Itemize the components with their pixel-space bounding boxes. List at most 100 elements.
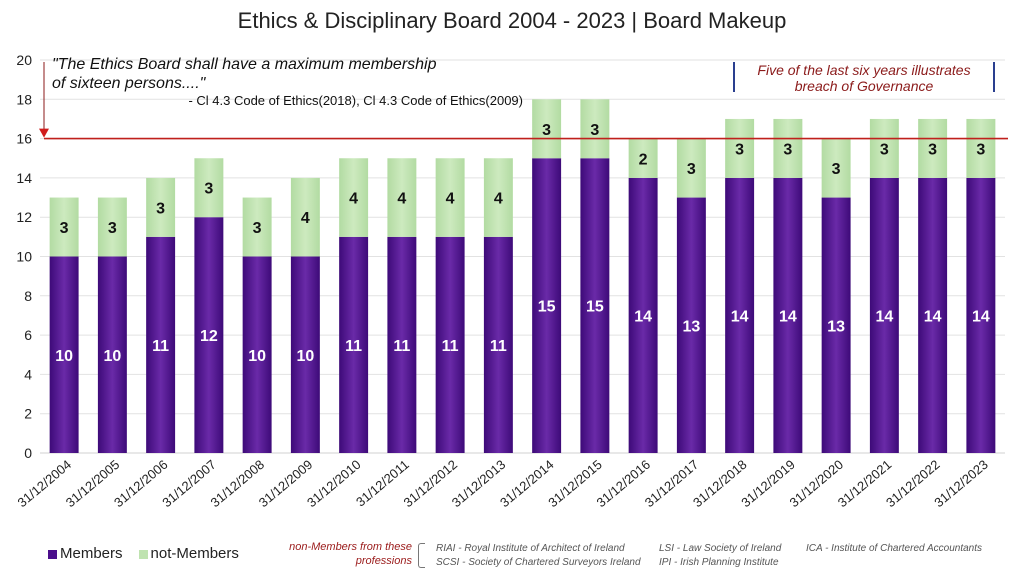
y-tick-label: 12 <box>16 209 32 225</box>
x-tick-label: 31/12/2010 <box>304 457 363 510</box>
bar-not-members <box>966 118 996 178</box>
data-label-not-members: 3 <box>590 122 599 139</box>
data-label-not-members: 3 <box>928 141 937 158</box>
bar-not-members <box>194 158 224 218</box>
bar-members <box>242 256 272 453</box>
bar-members <box>483 236 513 453</box>
data-label-not-members: 3 <box>204 181 213 198</box>
professions-heading-line-1: non-Members from these <box>289 541 412 553</box>
arrow-down-icon <box>39 128 49 138</box>
data-label-members: 14 <box>924 308 942 325</box>
data-label-members: 14 <box>875 308 893 325</box>
bar-not-members <box>435 158 465 237</box>
data-label-members: 11 <box>490 338 507 355</box>
bar-not-members <box>49 197 79 257</box>
y-tick-label: 2 <box>24 406 32 422</box>
bar-not-members <box>146 177 176 237</box>
profession-ica: ICA - Institute of Chartered Accountants <box>806 543 983 554</box>
x-tick-label: 31/12/2023 <box>931 457 990 510</box>
y-tick-label: 6 <box>24 327 32 343</box>
y-tick-label: 16 <box>16 131 32 147</box>
y-tick-label: 14 <box>16 170 32 186</box>
data-label-members: 13 <box>827 318 845 335</box>
bar-members <box>49 256 79 453</box>
data-label-not-members: 3 <box>687 161 696 178</box>
bar-not-members <box>918 118 948 178</box>
bar-members <box>532 158 562 453</box>
profession-ipi: IPI - Irish Planning Institute <box>659 557 779 568</box>
bar-members <box>194 217 224 453</box>
profession-scsi: SCSI - Society of Chartered Surveyors Ir… <box>436 557 641 568</box>
data-label-members: 15 <box>586 299 604 316</box>
chart-title: Ethics & Disciplinary Board 2004 - 2023 … <box>237 8 787 33</box>
data-label-members: 14 <box>634 308 652 325</box>
chart-legend: Members not-Members <box>48 545 239 562</box>
bar-members <box>725 177 755 453</box>
bar-not-members <box>725 118 755 178</box>
profession-riai: RIAI - Royal Institute of Architect of I… <box>436 543 625 554</box>
bar-members <box>821 197 851 453</box>
data-label-not-members: 3 <box>880 141 889 158</box>
bar-members <box>387 236 417 453</box>
data-label-members: 11 <box>345 338 362 355</box>
y-tick-label: 8 <box>24 288 32 304</box>
professions-heading: non-Members from these professions <box>260 540 412 568</box>
data-label-not-members: 3 <box>735 141 744 158</box>
bar-not-members <box>532 99 562 159</box>
legend-item-members: Members <box>48 545 123 562</box>
data-label-not-members: 4 <box>397 191 406 208</box>
data-label-not-members: 3 <box>156 200 165 217</box>
data-label-members: 10 <box>55 348 73 365</box>
bar-members <box>628 177 658 453</box>
data-label-not-members: 3 <box>542 122 551 139</box>
data-label-not-members: 3 <box>783 141 792 158</box>
data-label-members: 11 <box>442 338 459 355</box>
bar-not-members <box>869 118 899 178</box>
data-label-members: 13 <box>682 318 700 335</box>
bar-members <box>773 177 803 453</box>
bar-not-members <box>773 118 803 178</box>
data-label-members: 14 <box>779 308 797 325</box>
breach-line-1: Five of the last six years illustrates <box>757 62 971 78</box>
data-label-members: 14 <box>731 308 749 325</box>
bar-not-members <box>821 138 851 198</box>
bar-not-members <box>387 158 417 237</box>
breach-annotation: Five of the last six years illustrates b… <box>733 62 995 94</box>
bar-not-members <box>483 158 513 237</box>
bar-members <box>339 236 369 453</box>
bar-members <box>676 197 706 453</box>
y-tick-label: 0 <box>24 445 32 461</box>
legend-label-members: Members <box>60 545 123 562</box>
data-label-members: 11 <box>393 338 410 355</box>
bar-members <box>97 256 127 453</box>
bar-members <box>146 236 176 453</box>
not-members-swatch-icon <box>138 549 148 559</box>
data-label-not-members: 3 <box>832 161 841 178</box>
profession-lsi: LSI - Law Society of Ireland <box>659 543 782 554</box>
data-label-not-members: 3 <box>976 141 985 158</box>
data-label-members: 14 <box>972 308 990 325</box>
data-label-members: 15 <box>538 299 556 316</box>
members-swatch-icon <box>48 549 57 559</box>
data-label-members: 10 <box>296 348 314 365</box>
data-label-not-members: 4 <box>349 191 358 208</box>
data-label-members: 10 <box>103 348 121 365</box>
bar-not-members <box>628 138 658 178</box>
data-label-not-members: 2 <box>639 151 648 168</box>
data-label-not-members: 4 <box>301 210 310 227</box>
quote-line-2: of sixteen persons...." <box>52 75 206 92</box>
data-label-not-members: 3 <box>60 220 69 237</box>
brace-icon <box>418 543 425 568</box>
bar-members <box>435 236 465 453</box>
bar-not-members <box>339 158 369 237</box>
professions-heading-line-2: professions <box>355 555 412 567</box>
quote-annotation: "The Ethics Board shall have a maximum m… <box>52 55 437 93</box>
y-tick-label: 20 <box>16 52 32 68</box>
bar-not-members <box>290 177 320 257</box>
legend-label-not-members: not-Members <box>150 545 239 562</box>
citation-text: - Cl 4.3 Code of Ethics(2018), Cl 4.3 Co… <box>188 93 523 108</box>
bar-not-members <box>676 138 706 198</box>
data-label-members: 10 <box>248 348 266 365</box>
bar-members <box>966 177 996 453</box>
